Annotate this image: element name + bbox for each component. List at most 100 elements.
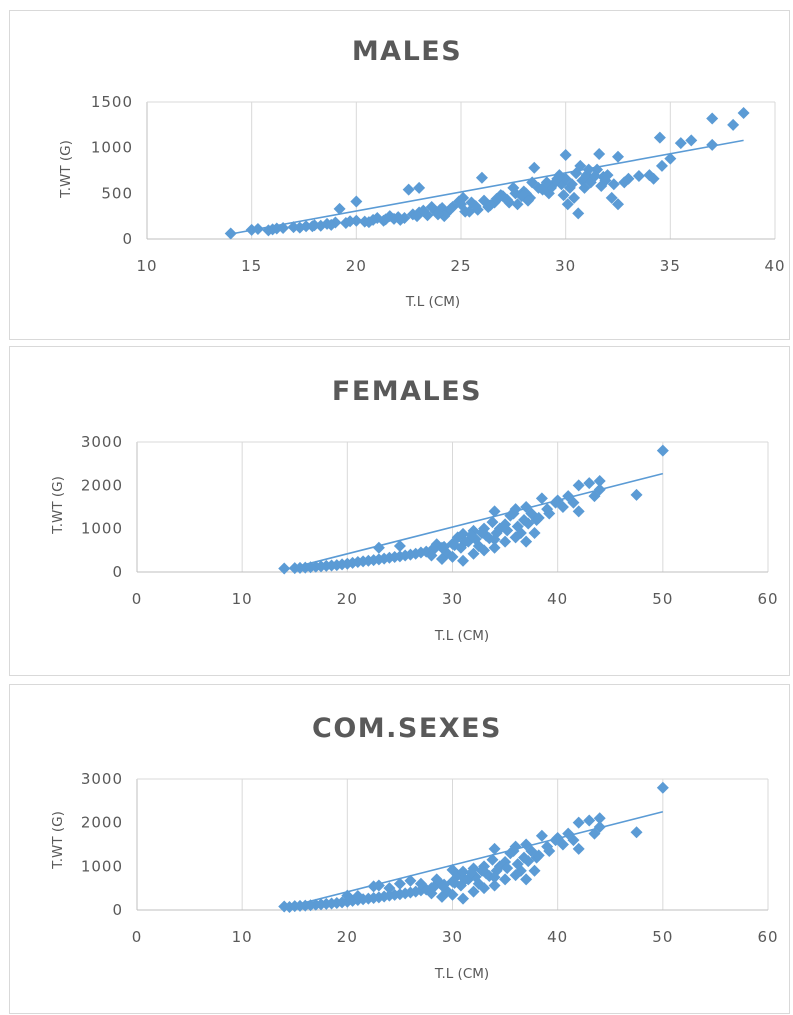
data-point (393, 540, 406, 552)
data-point (607, 178, 620, 191)
data-point (501, 524, 514, 537)
data-point (362, 216, 375, 229)
data-point (656, 781, 669, 794)
x-tick-label: 35 (660, 257, 681, 275)
data-point (535, 492, 548, 505)
data-point (541, 840, 554, 853)
chart-combined-sexes: COM.SEXES 0 1000 2000 3000 0 10 20 30 40 50 60 T.… (50, 713, 778, 982)
data-point (446, 550, 459, 563)
data-point (706, 138, 719, 151)
gridlines (136, 778, 769, 911)
data-point (549, 834, 562, 847)
data-point (266, 223, 279, 236)
data-point (562, 490, 575, 503)
data-point (532, 511, 545, 524)
x-tick-label: 0 (132, 928, 143, 946)
data-point (572, 479, 585, 492)
data-point (528, 527, 541, 539)
data-point (399, 549, 412, 562)
data-point (572, 842, 585, 855)
data-point (469, 533, 482, 546)
data-point (388, 888, 401, 901)
data-point (737, 106, 750, 119)
data-point (511, 198, 524, 211)
x-tick-label: 40 (547, 928, 568, 946)
data-point (561, 198, 574, 211)
x-tick-label: 30 (442, 928, 463, 946)
data-point (520, 873, 533, 886)
data-point (475, 864, 488, 877)
data-point (588, 827, 601, 840)
x-axis-label: T.L (CM) (434, 966, 489, 982)
data-point (304, 561, 317, 574)
data-point (435, 890, 448, 903)
data-point (543, 507, 556, 520)
data-point (367, 880, 380, 893)
data-point (528, 161, 541, 174)
x-tick-label: 30 (555, 257, 576, 275)
x-tick-labels: 0 10 20 30 40 50 60 (132, 928, 778, 946)
data-point (438, 878, 451, 891)
data-point (706, 112, 719, 125)
data-point (402, 183, 415, 196)
x-axis-label: T.L (CM) (434, 628, 489, 644)
data-point (630, 488, 643, 501)
data-point (727, 118, 740, 131)
data-point (478, 522, 491, 535)
data-point (454, 541, 467, 554)
data-point (350, 195, 363, 208)
data-point (478, 882, 491, 895)
data-point (378, 890, 391, 903)
data-point (664, 152, 677, 165)
data-points (278, 781, 669, 913)
data-point (251, 222, 264, 235)
data-point (457, 892, 470, 905)
y-tick-label: 3000 (81, 770, 123, 788)
data-point (224, 227, 237, 240)
chart-panel-females: FEMALES 0 1000 2000 3000 0 10 20 30 40 50 60 T.L … (9, 346, 790, 676)
data-point (411, 210, 424, 223)
chart-panel-males: MALES 0 500 1000 1500 10 15 20 25 30 35 40 T.L (C… (9, 10, 790, 340)
y-tick-label: 500 (101, 184, 133, 202)
data-point (294, 899, 307, 912)
data-point (488, 541, 501, 554)
y-tick-label: 1000 (91, 139, 133, 157)
data-point (388, 551, 401, 564)
data-point (557, 189, 570, 202)
data-point (457, 554, 470, 567)
data-point (315, 898, 328, 911)
data-point (486, 853, 499, 866)
chart-males: MALES 0 500 1000 1500 10 15 20 25 30 35 40 T.L (C… (58, 36, 785, 310)
y-tick-label: 2000 (81, 814, 123, 832)
data-point (507, 507, 520, 520)
data-point (413, 181, 426, 194)
data-point (465, 866, 478, 879)
x-tick-label: 50 (652, 928, 673, 946)
x-tick-label: 20 (337, 928, 358, 946)
x-tick-labels: 0 10 20 30 40 50 60 (132, 590, 778, 608)
x-tick-label: 10 (232, 928, 253, 946)
data-point (367, 554, 380, 567)
y-axis-label: T.WT (G) (50, 811, 66, 870)
data-point (306, 220, 319, 233)
y-tick-labels: 0 1000 2000 3000 (81, 770, 123, 919)
data-point (488, 871, 501, 884)
data-point (351, 890, 364, 903)
x-tick-label: 50 (652, 590, 673, 608)
data-point (526, 176, 539, 189)
data-point (459, 873, 472, 886)
data-point (499, 535, 512, 548)
data-point (425, 201, 438, 214)
x-tick-label: 40 (547, 590, 568, 608)
data-point (653, 131, 666, 144)
data-point (522, 855, 535, 868)
data-point (300, 220, 313, 233)
data-point (465, 529, 478, 542)
data-point (478, 544, 491, 557)
x-tick-label: 20 (346, 257, 367, 275)
chart-title: COM.SEXES (312, 713, 502, 744)
data-point (593, 812, 606, 825)
data-point (583, 814, 596, 827)
data-point (488, 533, 501, 546)
data-point (572, 505, 585, 518)
